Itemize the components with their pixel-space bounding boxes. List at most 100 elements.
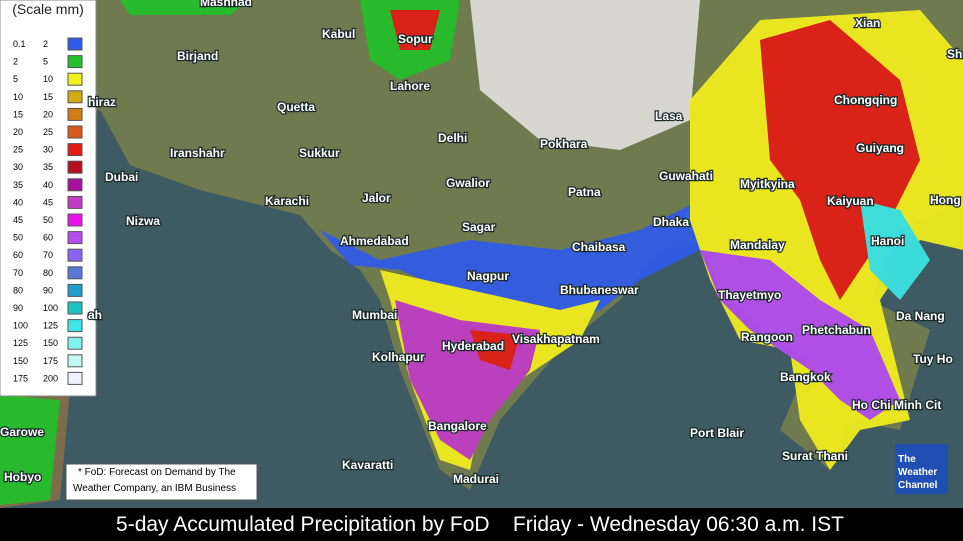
legend-high: 90 [43,285,53,295]
legend-swatch [67,178,83,192]
legend-low: 100 [13,321,28,331]
legend-swatch [67,283,83,297]
city-label: Tuy Ho [913,352,953,366]
legend-low: 15 [13,109,23,119]
legend-high: 125 [43,321,58,331]
city-label: Bangalore [428,419,487,433]
legend-low: 70 [13,268,23,278]
city-label: Guwahati [659,169,713,183]
city-label: ah [88,308,102,322]
city-label: Sagar [462,220,496,234]
city-label: Bangkok [780,370,831,384]
legend-high: 70 [43,250,53,260]
footnote-line: * FoD: Forecast on Demand by The [78,467,236,478]
legend-low: 20 [13,127,23,137]
logo-text: The [898,454,916,465]
legend-low: 90 [13,303,23,313]
legend-low: 40 [13,197,23,207]
legend-low: 60 [13,250,23,260]
legend-low: 175 [13,373,28,383]
footnote-line: Weather Company, an IBM Business [73,483,236,494]
legend-high: 10 [43,74,53,84]
legend-low: 25 [13,145,23,155]
city-label: Hyderabad [442,339,504,353]
legend-high: 100 [43,303,58,313]
legend-low: 50 [13,233,23,243]
city-label: Nizwa [126,214,160,228]
legend-high: 150 [43,338,58,348]
legend-high: 5 [43,57,48,67]
legend-swatch [67,125,83,139]
city-label: Surat Thani [782,449,848,463]
city-label: Iranshahr [170,146,225,160]
city-label: Port Blair [690,426,744,440]
legend-swatch [67,107,83,121]
city-label: Lasa [655,109,683,123]
caption-bar [0,508,963,541]
city-label: Sh [947,47,962,61]
city-labels: Mashhad Kabul Sopur Xian Sh Birjand Lahore Chon… [0,0,963,487]
legend-low: 80 [13,285,23,295]
city-label: Kavaratti [342,458,393,472]
legend-high: 60 [43,233,53,243]
city-label: Bhubaneswar [560,283,639,297]
city-label: Madurai [453,472,499,486]
legend-high: 15 [43,92,53,102]
legend-high: 40 [43,180,53,190]
legend-low: 5 [13,74,18,84]
legend-low: 2 [13,57,18,67]
legend-high: 175 [43,356,58,366]
legend-low: 125 [13,338,28,348]
city-label: Jalor [362,191,391,205]
city-label: Karachi [265,194,309,208]
caption: 5-day Accumulated Precipitation by FoD F… [116,513,844,536]
legend-high: 30 [43,145,53,155]
precipitation [0,0,963,505]
city-label: Sukkur [299,146,340,160]
legend-swatch [67,195,83,209]
legend-swatch [67,213,83,227]
city-label: Mumbai [352,308,397,322]
legend-swatch [67,301,83,315]
city-label: Pokhara [540,137,588,151]
legend-swatch [67,319,83,333]
city-label: Birjand [177,49,218,63]
legend-swatch [67,37,83,51]
city-label: Ho Chi Minh Cit [852,398,941,412]
logo-text: Channel [898,480,938,491]
legend-high: 200 [43,373,58,383]
city-label: Nagpur [467,269,509,283]
legend-low: 45 [13,215,23,225]
city-label: Mandalay [730,238,785,252]
city-label: Visakhapatnam [512,332,600,346]
legend-swatch [67,143,83,157]
legend-title: (Scale mm) [12,1,84,17]
city-label: Garowe [0,425,44,439]
city-label: hiraz [88,95,116,109]
city-label: Mashhad [200,0,252,9]
city-label: Hong [930,193,961,207]
legend-low: 10 [13,92,23,102]
legend-high: 35 [43,162,53,172]
legend-high: 20 [43,109,53,119]
legend-swatch [67,354,83,368]
city-label: Sopur [398,32,433,46]
legend-high: 45 [43,197,53,207]
city-label: Kolhapur [372,350,425,364]
city-label: Xian [855,16,880,30]
legend-swatch [67,90,83,104]
city-label: Kabul [322,27,355,41]
city-label: Rangoon [741,330,793,344]
legend-low: 0.1 [13,39,26,49]
legend-swatch [67,231,83,245]
legend-low: 30 [13,162,23,172]
logo-text: Weather [898,467,937,478]
city-label: Patna [568,185,601,199]
city-label: Myitkyina [740,177,795,191]
city-label: Dhaka [653,215,689,229]
city-label: Lahore [390,79,430,93]
city-label: Quetta [277,100,315,114]
legend-swatch [67,55,83,69]
